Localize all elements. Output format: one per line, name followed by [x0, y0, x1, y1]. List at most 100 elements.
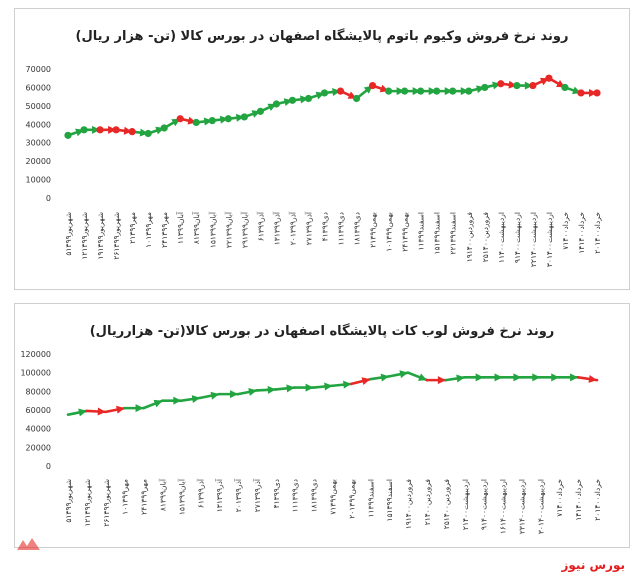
arrowhead [305, 383, 314, 392]
data-point [577, 89, 585, 97]
x-tick-label: ۸آبان۱۳۹۹ [191, 211, 201, 244]
y-tick-label: 50000 [26, 102, 51, 111]
arrowhead [153, 399, 163, 408]
x-tick-label: ۲۲اسفند۱۳۹۹ [449, 212, 458, 255]
data-point [288, 96, 297, 104]
arrowhead [494, 373, 503, 382]
x-tick-label: ۱۵آبان۱۳۹۹ [207, 211, 217, 248]
arrowhead [418, 373, 427, 381]
data-point [256, 107, 264, 115]
data-point [320, 89, 329, 97]
arrowhead [428, 87, 437, 96]
y-tick-label: 0 [46, 462, 51, 471]
data-point [96, 126, 104, 134]
x-tick-label: ۱۱دی۱۳۹۹ [291, 479, 300, 512]
x-tick-label: ۱۲شهریور۱۳۹۹ [80, 212, 89, 260]
arrowhead [399, 370, 409, 379]
arrowhead [191, 395, 201, 403]
arrowhead [173, 396, 182, 405]
line-chart-lube-cut: 0 20000 40000 60000 80000 100000 120000 ۵شهریور… [20, 350, 602, 534]
data-point [561, 83, 569, 92]
arrowhead [324, 382, 333, 391]
x-tick-label: ۱آبان۱۳۹۹ [175, 211, 185, 244]
data-point [112, 126, 120, 134]
x-tick-label: ۱۰مهر۱۳۹۹ [121, 479, 130, 515]
y-tick-label: 40000 [26, 425, 51, 434]
x-tick-label: ۲۰آذر۱۳۹۹ [287, 211, 297, 245]
x-tick-label: ۱۸دی۱۳۹۹ [353, 212, 362, 245]
y-tick-label: 0 [46, 194, 51, 203]
data-point [513, 81, 521, 90]
arrowhead [589, 88, 597, 97]
data-point [401, 87, 409, 95]
x-tick-label: ۹اردیبهشت۱۴۰۰ [480, 479, 489, 530]
arrowhead [456, 374, 465, 383]
arrowhead [135, 404, 144, 413]
y-tick-label: 80000 [26, 387, 51, 396]
data-point [433, 87, 441, 95]
arrowhead [203, 117, 213, 126]
arrowhead [267, 385, 276, 394]
data-point [144, 129, 152, 138]
arrowhead [210, 391, 220, 400]
x-tick-label: ۲۰خرداد۱۴۰۰ [593, 479, 602, 521]
x-tick-label: ۱۸دی۱۳۹۹ [310, 479, 319, 512]
x-tick-label: ۱۹فروردین۱۴۰۰ [465, 212, 474, 263]
arrowhead [92, 125, 101, 134]
logo-watermark-icon [14, 534, 44, 558]
arrowhead [286, 384, 295, 393]
x-tick-label: ۱۵اسفند۱۳۹۹ [385, 479, 394, 522]
x-tick-label: ۲۴مهر۱۳۹۹ [160, 212, 169, 248]
x-tick-label: ۱۹فروردین۱۴۰۰ [404, 479, 413, 530]
x-tick-label: ۲فروردین۱۴۰۰ [423, 479, 432, 526]
x-tick-label: ۲۵فروردین۱۴۰۰ [442, 479, 451, 530]
x-tick-label: ۴دی۱۳۹۹ [272, 479, 281, 508]
x-tick-label: ۱۵اسفند۱۳۹۹ [433, 212, 442, 255]
x-tick-label: ۲۳اردیبهشت۱۴۰۰ [517, 479, 526, 534]
x-tick-label: ۲مهر۱۳۹۹ [128, 212, 137, 244]
data-point [385, 87, 393, 95]
arrowhead [380, 373, 390, 382]
data-point [481, 83, 489, 92]
arrowhead [123, 126, 133, 135]
arrowhead [343, 380, 352, 389]
arrowhead [116, 405, 125, 414]
arrowhead [230, 390, 239, 399]
data-point [240, 113, 248, 121]
data-point [497, 80, 505, 88]
y-tick-label: 40000 [26, 120, 51, 129]
x-tick-label: ۱۵آبان۱۳۹۹ [176, 478, 186, 515]
y-tick-label: 10000 [26, 176, 51, 185]
x-tick-label: ۲۰بهمن۱۳۹۹ [347, 479, 356, 519]
arrowhead [219, 115, 229, 124]
x-tick-label: ۳۰اردیبهشت۱۴۰۰ [545, 212, 554, 267]
arrowhead [551, 373, 560, 382]
arrowhead [508, 80, 517, 89]
data-point [352, 94, 361, 103]
data-point [176, 115, 184, 123]
arrowhead [108, 125, 117, 134]
data-point [368, 81, 377, 90]
x-tick-label: ۱۳آذر۱۳۹۹ [271, 211, 281, 245]
arrowhead [361, 377, 371, 386]
data-point [336, 87, 345, 95]
arrowhead [570, 373, 579, 382]
arrowhead [248, 388, 257, 396]
x-tick-label: ۲بهمن۱۳۹۹ [369, 212, 378, 248]
arrowhead [235, 113, 245, 122]
x-tick-label: ۴دی۱۳۹۹ [320, 212, 329, 241]
x-tick-label: ۲۰آذر۱۳۹۹ [233, 478, 243, 512]
data-point [593, 89, 601, 97]
arrowhead [300, 95, 309, 104]
data-point [272, 100, 280, 108]
x-tick-label: ۲۹آبان۱۳۹۹ [239, 211, 249, 248]
x-tick-label: ۵شهریور۱۳۹۹ [64, 212, 73, 256]
arrowhead [437, 376, 446, 385]
x-tick-label: ۲اردیبهشت۱۴۰۰ [461, 479, 470, 530]
x-tick-label: ۲۰خرداد۱۴۰۰ [593, 212, 602, 254]
x-tick-label: ۷خرداد۱۴۰۰ [555, 479, 564, 517]
arrowhead [97, 407, 106, 416]
x-tick-label: ۱۹شهریور۱۳۹۹ [96, 212, 105, 260]
data-point [208, 117, 216, 125]
x-tick-label: ۱۴خرداد۱۴۰۰ [574, 479, 583, 521]
